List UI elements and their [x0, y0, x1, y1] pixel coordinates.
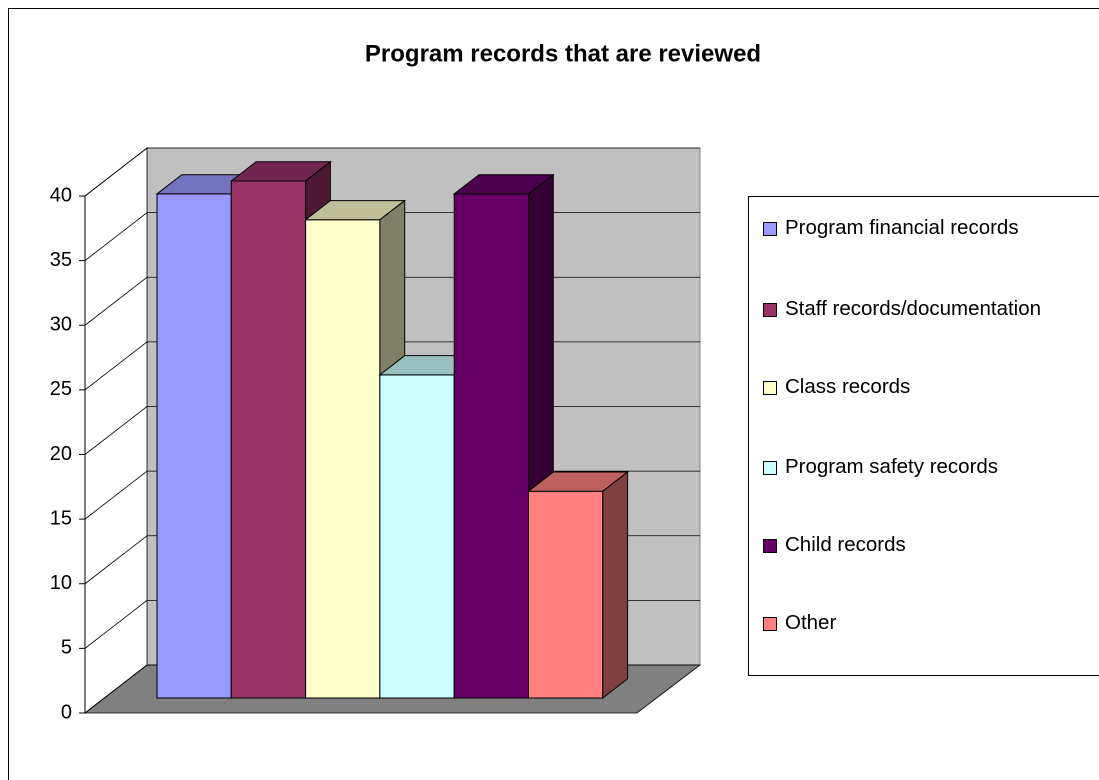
y-tick-label: 25 — [50, 378, 72, 400]
legend-swatch — [763, 461, 777, 475]
chart-border — [8, 8, 1099, 780]
bar-side — [602, 470, 629, 700]
y-tick-label: 40 — [50, 184, 72, 206]
legend-label: Program safety records — [785, 455, 999, 478]
legend-item: Program financial records — [763, 211, 1093, 244]
legend-swatch — [763, 303, 777, 317]
legend-label: Staff records/documentation — [785, 297, 1042, 320]
grid-line — [84, 147, 700, 197]
bar — [156, 193, 232, 699]
legend-item: Other — [763, 606, 1093, 639]
y-tick-label: 35 — [50, 249, 72, 271]
bar — [230, 180, 307, 699]
y-tick-label: 10 — [50, 572, 72, 594]
bar — [379, 374, 455, 699]
chart-title: Program records that are reviewed — [365, 40, 761, 67]
legend-item: Class records — [763, 370, 1093, 403]
legend-label: Class records — [785, 375, 911, 398]
legend-label: Other — [785, 611, 837, 634]
legend: Program financial records Staff records/d… — [748, 196, 1099, 676]
y-tick-label: 0 — [61, 701, 72, 723]
y-tick-label: 30 — [50, 314, 72, 336]
legend-swatch — [763, 617, 777, 631]
y-tick-label: 20 — [50, 443, 72, 465]
legend-item: Program safety records — [763, 450, 1093, 483]
legend-swatch — [763, 381, 777, 395]
legend-label: Program financial records — [785, 216, 1019, 239]
legend-item: Child records — [763, 528, 1093, 561]
bar — [528, 490, 604, 699]
legend-item: Staff records/documentation — [763, 292, 1093, 325]
legend-label: Child records — [785, 533, 906, 556]
y-tick-label: 15 — [50, 507, 72, 529]
legend-swatch — [763, 222, 777, 236]
y-tick-label: 5 — [61, 637, 72, 659]
bar — [305, 219, 381, 699]
bar — [453, 193, 530, 699]
legend-swatch — [763, 539, 777, 553]
